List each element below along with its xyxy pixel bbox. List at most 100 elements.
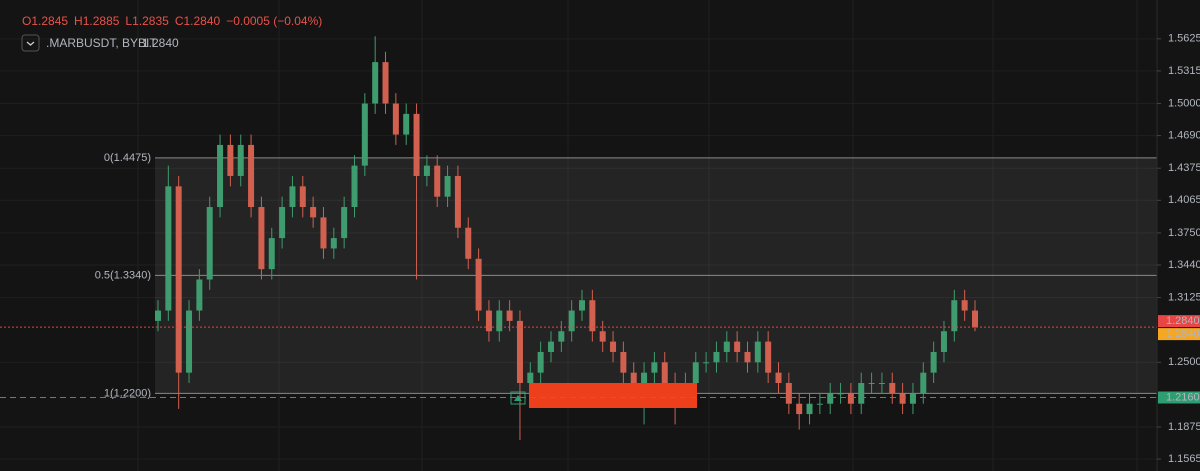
y-tick-label: 1.3440 <box>1168 259 1200 271</box>
price-label: 1.2840 <box>1166 328 1200 340</box>
candle-body <box>692 362 699 384</box>
candle-body <box>320 217 327 249</box>
candle-body <box>372 62 379 104</box>
y-tick-label: 1.2500 <box>1168 356 1200 368</box>
candle-body <box>651 362 658 373</box>
candle-body <box>610 341 617 352</box>
candle-body <box>496 310 503 332</box>
candle-body <box>972 310 978 328</box>
candle-body <box>858 383 865 404</box>
candle-body <box>558 331 565 342</box>
candle-body <box>599 331 606 342</box>
candle-body <box>589 300 596 332</box>
candle-body <box>485 310 492 332</box>
candle-body <box>248 144 255 208</box>
fib-label: 0.5(1.3340) <box>95 269 151 281</box>
alert-arrow <box>514 395 522 401</box>
candle-body <box>868 383 875 385</box>
last-price: 1.2840 <box>142 36 179 50</box>
ohlc-row: O1.2845 H1.2885 L1.2835 C1.2840 −0.0005 (−0.… <box>22 14 322 28</box>
candle-body <box>351 165 358 208</box>
candle-body <box>641 372 648 384</box>
y-tick-label: 1.5625 <box>1168 33 1200 45</box>
price-label: 1.2160 <box>1166 391 1200 403</box>
candle-body <box>889 383 896 394</box>
y-tick-label: 1.4065 <box>1168 194 1200 206</box>
candle-body <box>237 144 244 176</box>
candle-body <box>165 186 172 311</box>
candle-body <box>816 403 823 405</box>
candle-body <box>423 165 430 176</box>
header: O1.2845 H1.2885 L1.2835 C1.2840 −0.0005 (−0.… <box>21 14 322 52</box>
candle-body <box>537 351 544 373</box>
candle-body <box>227 144 234 176</box>
candle-body <box>547 341 554 352</box>
grid <box>0 38 1157 460</box>
price-axis: 1.5625 1.5315 1.5000 1.4690 1.4375 1.4065 1.37… <box>1157 33 1200 465</box>
price-label: 1.2840 <box>1166 315 1200 327</box>
candle-body <box>899 393 906 404</box>
candle-body <box>961 300 968 311</box>
price-label-box <box>1158 315 1200 328</box>
chevron <box>26 41 35 46</box>
candle-body <box>796 403 803 415</box>
candle-body <box>940 331 947 352</box>
price-label-box <box>1158 328 1200 341</box>
candle-body <box>465 227 472 259</box>
candle-body <box>703 362 710 364</box>
candle-body <box>630 372 637 384</box>
candle-body <box>775 372 782 384</box>
candle-body <box>568 310 575 332</box>
candle-body <box>299 186 306 208</box>
symbol: .MARBUSDT, BYBIT <box>46 36 157 50</box>
candle-body <box>175 186 182 373</box>
candle-body <box>444 175 451 197</box>
candle-body <box>723 341 730 352</box>
candle-body <box>579 300 586 311</box>
candle-body <box>330 238 337 249</box>
candle-body <box>155 310 161 321</box>
ohlc-value: L1.2835 <box>125 14 169 28</box>
y-tick-label: 1.3125 <box>1168 292 1200 304</box>
fib-label: 0(1.4475) <box>104 152 151 164</box>
candle-body <box>206 207 213 280</box>
candle-body <box>713 351 720 363</box>
candle-body <box>454 175 461 228</box>
candle-body <box>930 351 937 373</box>
ohlc-value: O1.2845 <box>22 14 68 28</box>
candle-body <box>920 372 927 394</box>
candle-body <box>754 341 761 363</box>
candle-body <box>186 310 193 373</box>
candle-body <box>258 207 265 270</box>
candle-body <box>217 144 224 208</box>
ohlc-value: C1.2840 <box>175 14 221 28</box>
candle-body <box>661 362 668 384</box>
candle-body <box>196 279 203 311</box>
candle-body <box>847 393 854 404</box>
candle-body <box>909 393 916 404</box>
candle-body <box>806 403 813 415</box>
candle-body <box>413 113 420 176</box>
candle-body <box>392 103 399 135</box>
y-tick-label: 1.5315 <box>1168 65 1200 77</box>
candle-body <box>506 310 513 321</box>
candle-body <box>341 207 348 239</box>
y-tick-label: 1.5000 <box>1168 97 1200 109</box>
candle-body <box>765 341 772 373</box>
y-tick-label: 1.4690 <box>1168 130 1200 142</box>
candle-body <box>516 320 523 384</box>
candle-body <box>475 258 482 311</box>
candle-body <box>403 113 410 135</box>
candle-body <box>268 238 275 270</box>
collapse-button[interactable] <box>21 34 40 52</box>
candle-body <box>744 351 751 363</box>
price-label-box <box>1158 391 1200 404</box>
candle-body <box>951 300 958 332</box>
candle-body <box>827 393 834 404</box>
vertical-grid <box>137 0 1138 471</box>
fib-label: 1(1.2200) <box>104 387 151 399</box>
highlight-box <box>529 383 697 408</box>
y-tick-label: 1.1875 <box>1168 421 1200 433</box>
